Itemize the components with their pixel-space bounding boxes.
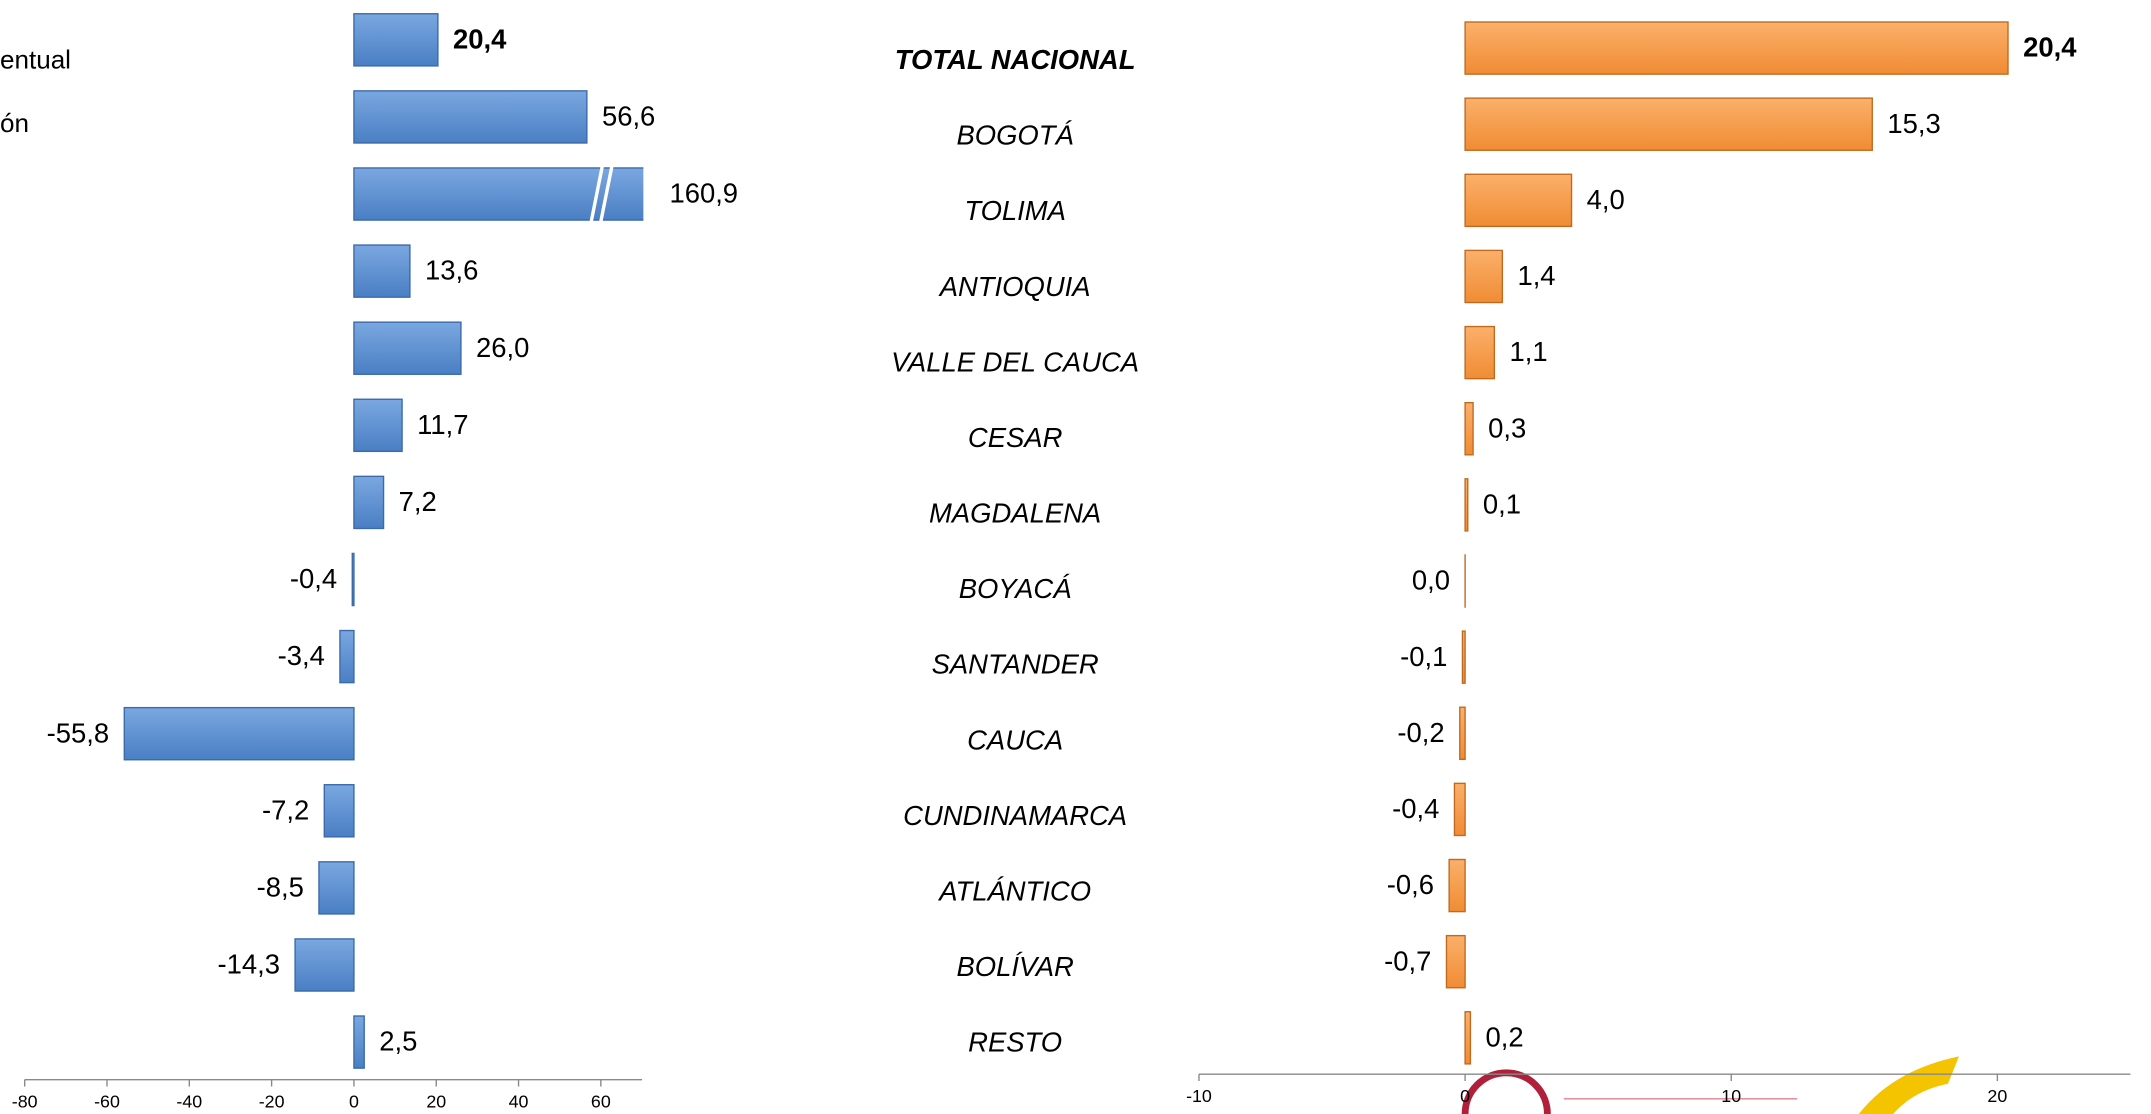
bar — [123, 706, 355, 761]
bar — [294, 938, 355, 992]
x-tick-label: 0 — [349, 1092, 359, 1112]
category-label: TOLIMA — [964, 195, 1066, 226]
bar — [318, 861, 355, 915]
value-label: 2,5 — [379, 1026, 417, 1057]
bar — [1464, 401, 1474, 456]
category-label: BOGOTÁ — [956, 120, 1073, 151]
value-label: 20,4 — [453, 23, 507, 54]
bar — [1464, 325, 1496, 380]
x-tick-label: 10 — [1721, 1086, 1741, 1106]
category-label: BOYACÁ — [959, 573, 1072, 604]
bar — [351, 552, 355, 607]
bar — [1461, 630, 1466, 684]
value-label: 0,0 — [1412, 565, 1450, 596]
bar — [1464, 249, 1504, 304]
value-label: 0,1 — [1483, 488, 1521, 519]
value-label: -0,4 — [290, 563, 337, 594]
x-tick-label: -40 — [176, 1092, 202, 1112]
x-tick-label: 20 — [426, 1092, 446, 1112]
category-label: SANTANDER — [932, 649, 1099, 680]
value-label: 1,1 — [1509, 336, 1547, 367]
bar — [353, 321, 462, 375]
bars — [123, 13, 644, 1069]
x-tick-label: -10 — [1186, 1086, 1212, 1106]
value-label: 20,4 — [2023, 32, 2077, 63]
value-label: 4,0 — [1587, 184, 1625, 215]
bars — [1445, 21, 2009, 1065]
value-label: -0,1 — [1400, 641, 1447, 672]
value-label: 1,4 — [1517, 260, 1555, 291]
value-label: 11,7 — [417, 409, 468, 440]
bar — [1445, 934, 1466, 989]
value-label: 160,9 — [669, 178, 738, 209]
x-tick-label: 20 — [1987, 1086, 2007, 1106]
value-label: 56,6 — [602, 101, 655, 132]
category-label: MAGDALENA — [929, 498, 1101, 529]
category-label: CUNDINAMARCA — [903, 800, 1127, 831]
category-label: RESTO — [968, 1027, 1062, 1058]
value-label: 15,3 — [1887, 108, 1940, 139]
bar — [1448, 858, 1466, 913]
value-label: 13,6 — [425, 255, 478, 286]
category-label: BOLÍVAR — [956, 951, 1073, 982]
value-label: 0,2 — [1486, 1021, 1524, 1052]
bar — [353, 398, 403, 453]
x-tick-label: -80 — [12, 1092, 38, 1112]
legend-fragment: ón — [0, 108, 29, 138]
category-label: TOTAL NACIONAL — [895, 44, 1136, 75]
value-label: -0,6 — [1387, 869, 1434, 900]
bar — [323, 784, 355, 838]
value-label: 26,0 — [476, 332, 529, 363]
bar — [1459, 706, 1466, 761]
value-label: -0,7 — [1384, 945, 1431, 976]
value-label: 7,2 — [399, 486, 437, 517]
category-label: CESAR — [968, 422, 1062, 453]
value-label: -3,4 — [278, 640, 325, 671]
value-label: -0,2 — [1397, 717, 1444, 748]
value-label: -0,4 — [1392, 793, 1439, 824]
category-label: ATLÁNTICO — [937, 875, 1091, 906]
bar — [353, 90, 588, 144]
bar — [1464, 97, 1873, 151]
axis-break — [589, 166, 614, 222]
x-tick-label: 0 — [1460, 1086, 1470, 1106]
bar — [1464, 21, 2009, 75]
x-tick-label: -60 — [94, 1092, 120, 1112]
value-label: -55,8 — [47, 717, 110, 748]
x-tick-label: 60 — [591, 1092, 611, 1112]
category-label: CAUCA — [967, 724, 1063, 755]
bar — [1453, 782, 1466, 837]
category-label: ANTIOQUIA — [938, 271, 1091, 302]
bar — [1464, 173, 1573, 228]
value-label: -7,2 — [262, 794, 309, 825]
value-label: -14,3 — [217, 949, 280, 980]
bar — [339, 629, 355, 684]
legend-fragment: entual — [0, 45, 71, 75]
value-label: 0,3 — [1488, 412, 1526, 443]
logo — [1461, 1056, 1959, 1114]
bar — [353, 1015, 365, 1069]
bar — [1464, 478, 1469, 532]
bar — [353, 475, 385, 530]
bar — [353, 244, 411, 298]
x-tick-label: 40 — [509, 1092, 529, 1112]
bar — [1464, 1011, 1472, 1065]
bar — [353, 13, 439, 67]
category-label: VALLE DEL CAUCA — [891, 346, 1139, 377]
value-label: -8,5 — [257, 872, 304, 903]
x-tick-label: -20 — [259, 1092, 285, 1112]
